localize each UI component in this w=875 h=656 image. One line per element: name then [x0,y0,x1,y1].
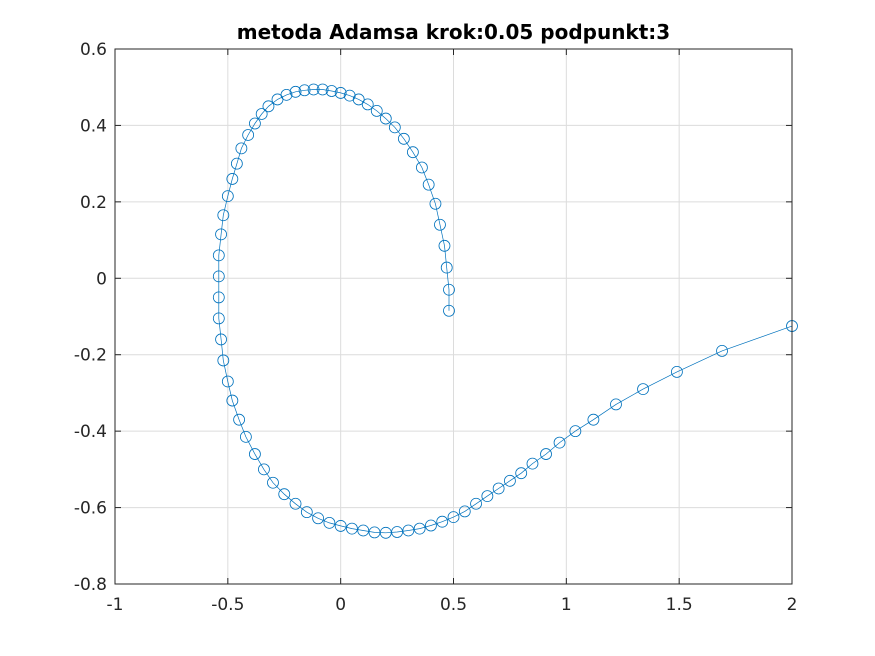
data-point-marker [569,425,582,438]
data-point-marker [334,87,347,99]
data-point-marker [443,283,455,296]
data-point-marker [492,482,505,495]
data-point-marker [434,218,446,231]
data-point-marker [235,142,248,155]
data-point-marker [212,291,225,304]
data-point-marker [379,112,392,125]
data-point-marker [370,105,383,117]
grid-layer [114,48,793,585]
data-point-marker [300,506,313,519]
data-point-marker [298,84,311,97]
x-tick-label: -1 [107,595,124,615]
series-line [218,89,793,534]
data-point-marker [368,526,381,539]
data-point-marker [413,522,426,535]
data-point-marker [267,476,279,489]
data-point-marker [361,98,374,111]
x-tick-label: 0.5 [440,595,467,615]
x-tick-label: -0.5 [211,595,244,615]
x-tick-label: 2 [787,595,798,615]
data-point-marker [316,83,329,96]
y-tick-label: 0 [96,269,107,289]
data-point-marker [255,108,268,120]
data-point-marker [307,83,320,96]
data-point-marker [553,436,566,449]
data-point-marker [458,505,471,518]
data-point-marker [443,304,455,317]
data-point-marker [346,522,358,535]
data-point-marker [289,85,302,98]
data-point-marker [716,344,728,357]
y-tick-label: -0.6 [74,499,107,519]
data-point-marker [215,228,227,241]
data-point-marker [436,515,449,528]
data-point-marker [438,239,451,252]
data-point-marker [242,129,255,141]
data-point-marker [440,261,453,274]
tick-layer: -1 -0.5 0 0.5 1 1.5 2 -0.8 -0.6 -0.4 -0.2 0 0.2 0.4 0.… [74,40,798,615]
y-tick-label: -0.2 [74,346,107,366]
data-point-marker [239,430,252,443]
data-point-marker [422,178,435,191]
data-point-marker [637,383,649,396]
data-point-marker [215,333,227,346]
x-tick-label: 1 [561,595,572,615]
data-point-marker [334,520,347,532]
data-point-marker [289,497,302,510]
data-point-marker [470,497,482,510]
data-point-marker [212,312,225,325]
data-point-marker [587,413,600,426]
data-point-marker [447,511,460,524]
data-point-marker [258,463,270,476]
data-point-marker [515,467,528,480]
series-layer [212,83,798,539]
data-point-marker [481,490,494,503]
data-point-marker [221,190,234,203]
data-point-marker [312,512,325,525]
y-tick-label: 0.2 [80,193,107,213]
data-point-marker [230,157,243,170]
data-point-marker [325,85,338,97]
data-point-marker [249,448,261,460]
data-point-marker [212,270,225,283]
data-point-marker [526,457,539,470]
data-point-marker [262,100,275,113]
data-point-marker [610,398,622,411]
x-tick-label: 1.5 [666,595,693,615]
data-point-marker [221,375,234,388]
data-point-marker [278,488,291,501]
data-point-marker [212,249,225,262]
data-point-marker [217,354,230,367]
data-point-marker [226,394,239,407]
data-point-marker [233,413,246,426]
data-point-marker [217,209,230,222]
data-point-marker [226,173,239,185]
data-point-marker [540,448,552,460]
data-point-marker [280,88,293,101]
x-tick-label: 0 [335,595,346,615]
data-point-marker [352,93,365,106]
data-point-marker [671,366,683,378]
data-point-marker [402,524,415,537]
data-point-marker [406,146,419,159]
data-point-marker [504,474,516,487]
data-point-marker [416,161,428,174]
data-point-marker [429,197,442,210]
data-point-marker [323,516,336,529]
data-point-marker [397,132,410,145]
data-point-marker [357,524,370,537]
chart-title: metoda Adamsa krok:0.05 podpunkt:3 [237,20,670,44]
data-point-marker [425,519,437,532]
y-tick-label: -0.4 [74,422,107,442]
data-point-marker [249,117,261,130]
y-tick-label: -0.8 [74,575,107,595]
data-point-marker [388,121,401,134]
y-tick-label: 0.4 [80,116,107,136]
y-tick-label: 0.6 [80,40,107,60]
